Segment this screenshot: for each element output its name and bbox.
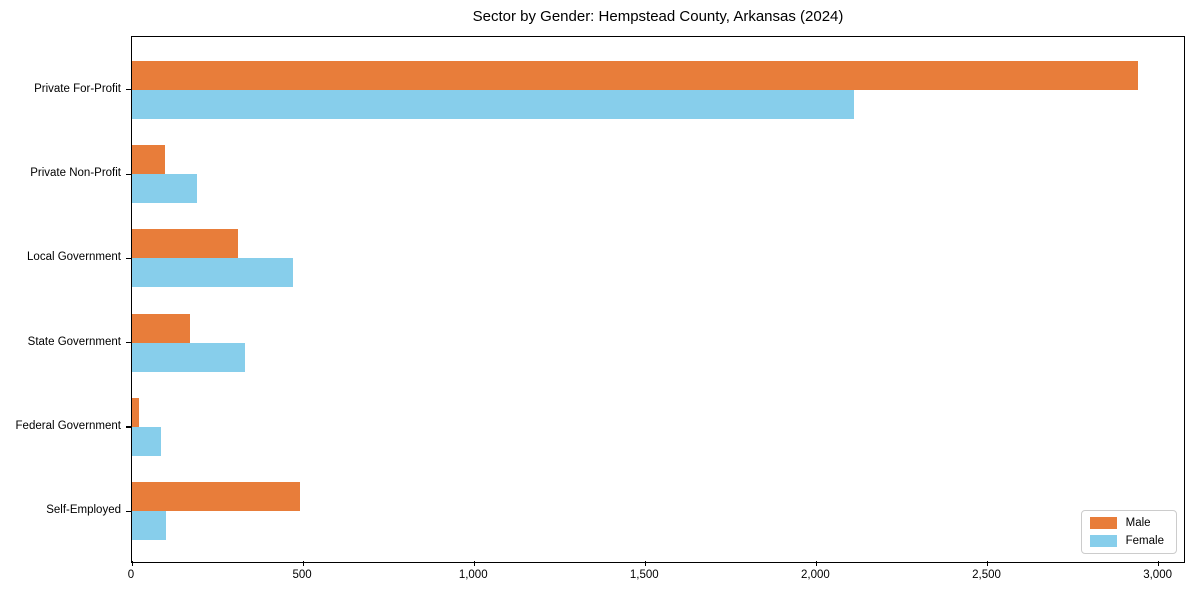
x-label-0: 0: [127, 569, 135, 581]
bar-female-2: [132, 258, 293, 288]
x-tickmark-3: [644, 561, 647, 566]
x-tickmark-4: [815, 561, 818, 566]
legend-label-female: Female: [1125, 535, 1164, 547]
bar-male-3: [132, 313, 191, 343]
y-tickmark-2: [126, 257, 132, 260]
bar-female-0: [132, 89, 855, 119]
x-tickmark-6: [1158, 561, 1160, 566]
x-tickmark-2: [473, 561, 475, 566]
x-tickmark-5: [987, 561, 989, 566]
female-swatch: [1089, 535, 1117, 547]
x-label-4: 2,000: [801, 569, 830, 581]
bar-male-5: [132, 482, 300, 512]
y-tickmark-4: [126, 426, 132, 428]
x-label-2: 1,000: [458, 569, 488, 581]
x-tickmark-0: [131, 561, 133, 566]
x-label-5: 2,500: [972, 569, 1001, 581]
x-label-6: 3,000: [1143, 569, 1172, 581]
x-label-3: 1,500: [629, 569, 659, 581]
bar-male-4: [132, 397, 139, 427]
x-axis-labels: 0 500 1,000 1,500 2,000 2,500 3,000: [127, 569, 1185, 585]
legend: Male Female: [1080, 510, 1177, 554]
male-swatch: [1089, 517, 1117, 529]
y-axis-labels: Private For-Profit Private Non-Profit Loca…: [0, 36, 131, 563]
y-tickmark-3: [126, 342, 132, 344]
legend-item-female: Female: [1089, 535, 1164, 547]
bar-female-1: [132, 174, 198, 204]
bar-male-0: [132, 60, 1139, 90]
legend-item-male: Male: [1089, 517, 1164, 529]
x-tickmark-1: [302, 561, 304, 566]
bar-male-2: [132, 229, 239, 259]
y-tickmark-0: [126, 89, 132, 91]
y-label-0: Private For-Profit: [34, 82, 121, 95]
y-label-3: State Government: [27, 335, 121, 348]
bar-female-3: [132, 342, 245, 372]
y-label-2: Local Government: [27, 251, 121, 264]
y-label-4: Federal Government: [15, 419, 121, 432]
legend-label-male: Male: [1125, 517, 1151, 529]
x-label-1: 500: [292, 569, 312, 581]
bar-female-5: [132, 511, 167, 541]
chart-title: Sector by Gender: Hempstead County, Arka…: [472, 8, 844, 25]
bar-female-4: [132, 426, 162, 456]
y-label-5: Self-Employed: [46, 504, 121, 517]
y-tickmark-1: [126, 173, 132, 175]
plot-area: Male Female: [126, 36, 1185, 566]
y-tickmark-5: [126, 510, 132, 513]
bar-male-1: [132, 145, 165, 175]
y-label-1: Private Non-Profit: [30, 167, 121, 180]
